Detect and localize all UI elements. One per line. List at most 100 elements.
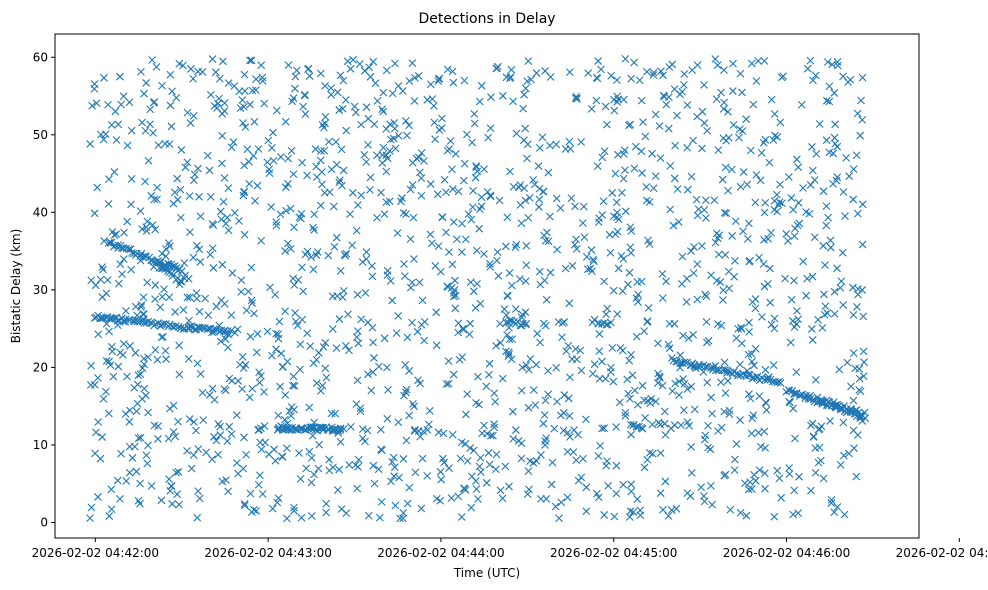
detection-marker <box>121 317 130 326</box>
detection-marker <box>507 355 516 364</box>
detection-marker <box>454 328 463 337</box>
detection-marker <box>731 256 739 265</box>
detection-marker <box>718 175 727 184</box>
detection-marker <box>316 156 325 165</box>
detection-marker <box>314 348 323 357</box>
detection-marker <box>507 65 516 74</box>
detection-marker <box>659 505 667 514</box>
detection-marker <box>125 417 134 426</box>
detection-marker <box>775 474 784 483</box>
detection-marker <box>459 176 468 185</box>
detection-marker <box>275 317 284 326</box>
detection-marker <box>316 387 325 395</box>
detection-marker <box>694 363 703 372</box>
detection-marker <box>791 224 799 233</box>
detection-marker <box>598 357 606 366</box>
detection-marker <box>175 500 183 509</box>
detection-marker <box>391 59 399 68</box>
detection-marker <box>420 336 429 345</box>
detection-marker <box>364 511 373 520</box>
detection-marker <box>745 318 753 327</box>
detection-marker <box>577 138 586 146</box>
detection-marker <box>700 497 709 506</box>
detection-marker <box>290 503 298 512</box>
detection-marker <box>405 121 413 130</box>
detection-marker <box>162 245 170 253</box>
detection-marker <box>683 143 692 152</box>
detection-marker <box>608 343 617 352</box>
detection-marker <box>476 468 485 476</box>
detection-marker <box>746 478 754 487</box>
detection-marker <box>321 112 330 121</box>
detection-marker <box>825 82 834 91</box>
detection-marker <box>634 290 643 299</box>
detection-marker <box>858 115 867 124</box>
detection-marker <box>105 327 113 336</box>
detection-marker <box>496 338 505 347</box>
detection-marker <box>98 263 107 272</box>
detection-marker <box>514 437 523 445</box>
detection-marker <box>242 450 250 459</box>
detection-marker <box>571 202 579 211</box>
detection-marker <box>218 131 227 140</box>
detection-marker <box>716 378 725 387</box>
detection-marker <box>383 266 392 275</box>
detection-marker <box>237 276 246 285</box>
detection-marker <box>152 62 161 71</box>
detection-marker <box>369 57 378 66</box>
detection-marker <box>770 512 779 521</box>
detection-marker <box>717 321 726 330</box>
detection-marker <box>638 424 647 433</box>
detection-marker <box>858 240 867 249</box>
detection-marker <box>306 342 315 351</box>
detection-marker <box>257 61 266 70</box>
detection-marker <box>645 240 654 248</box>
detection-marker <box>449 370 458 379</box>
detection-marker <box>447 494 456 502</box>
detection-marker <box>192 426 200 435</box>
detection-marker <box>157 496 166 505</box>
detection-marker <box>263 327 272 336</box>
detection-marker <box>158 292 167 301</box>
detection-marker <box>704 421 712 430</box>
detection-marker <box>172 93 181 102</box>
detection-marker <box>336 266 345 275</box>
detection-marker <box>171 322 180 330</box>
detection-marker <box>626 420 635 429</box>
detection-marker <box>831 139 840 148</box>
detection-marker <box>524 213 533 222</box>
detection-marker <box>544 390 553 399</box>
detection-marker <box>607 71 616 80</box>
detection-marker <box>301 110 310 118</box>
detection-marker <box>777 73 786 82</box>
detection-marker <box>522 241 531 250</box>
detection-marker <box>401 117 410 125</box>
detection-marker <box>643 317 652 325</box>
detection-marker <box>752 77 761 85</box>
detection-marker <box>606 248 615 257</box>
detection-marker <box>216 431 225 439</box>
detection-marker <box>806 486 815 495</box>
detection-marker <box>839 188 848 196</box>
detection-marker <box>208 55 217 63</box>
detection-marker <box>153 355 162 364</box>
detection-marker <box>857 96 865 105</box>
detection-marker <box>137 67 145 76</box>
detection-marker <box>540 231 548 240</box>
detection-marker <box>248 384 257 393</box>
detection-marker <box>545 141 554 150</box>
detection-marker <box>503 331 511 339</box>
detection-marker <box>332 344 341 353</box>
detection-marker <box>240 70 249 79</box>
detection-marker <box>142 227 151 235</box>
detection-marker <box>849 310 858 319</box>
detection-marker <box>193 359 202 368</box>
detection-marker <box>582 483 591 492</box>
detection-marker <box>792 155 801 164</box>
detection-marker <box>302 464 311 473</box>
detection-marker <box>241 123 250 131</box>
detection-marker <box>761 484 769 493</box>
detection-marker <box>651 172 660 181</box>
detection-marker <box>230 82 239 90</box>
detection-marker <box>417 174 426 183</box>
